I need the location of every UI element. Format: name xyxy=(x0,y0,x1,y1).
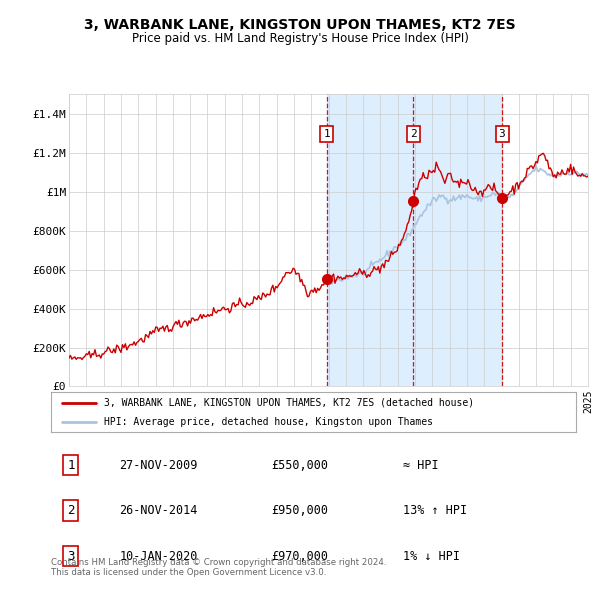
Text: Price paid vs. HM Land Registry's House Price Index (HPI): Price paid vs. HM Land Registry's House … xyxy=(131,32,469,45)
Text: 3, WARBANK LANE, KINGSTON UPON THAMES, KT2 7ES: 3, WARBANK LANE, KINGSTON UPON THAMES, K… xyxy=(84,18,516,32)
Text: HPI: Average price, detached house, Kingston upon Thames: HPI: Average price, detached house, King… xyxy=(104,417,433,427)
Text: 2: 2 xyxy=(410,129,416,139)
Text: 1% ↓ HPI: 1% ↓ HPI xyxy=(403,549,460,563)
Text: 13% ↑ HPI: 13% ↑ HPI xyxy=(403,504,467,517)
Text: 26-NOV-2014: 26-NOV-2014 xyxy=(119,504,197,517)
Bar xyxy=(327,94,502,386)
Text: Contains HM Land Registry data © Crown copyright and database right 2024.
This d: Contains HM Land Registry data © Crown c… xyxy=(51,558,386,577)
Text: 3: 3 xyxy=(67,549,75,563)
Text: 10-JAN-2020: 10-JAN-2020 xyxy=(119,549,197,563)
Text: 3: 3 xyxy=(499,129,505,139)
Text: 1: 1 xyxy=(323,129,330,139)
Text: 1: 1 xyxy=(67,458,75,472)
Text: £970,000: £970,000 xyxy=(271,549,329,563)
Text: 3, WARBANK LANE, KINGSTON UPON THAMES, KT2 7ES (detached house): 3, WARBANK LANE, KINGSTON UPON THAMES, K… xyxy=(104,398,473,408)
Text: 27-NOV-2009: 27-NOV-2009 xyxy=(119,458,197,472)
Text: £950,000: £950,000 xyxy=(271,504,329,517)
Text: 2: 2 xyxy=(67,504,75,517)
Text: ≈ HPI: ≈ HPI xyxy=(403,458,439,472)
Text: £550,000: £550,000 xyxy=(271,458,329,472)
